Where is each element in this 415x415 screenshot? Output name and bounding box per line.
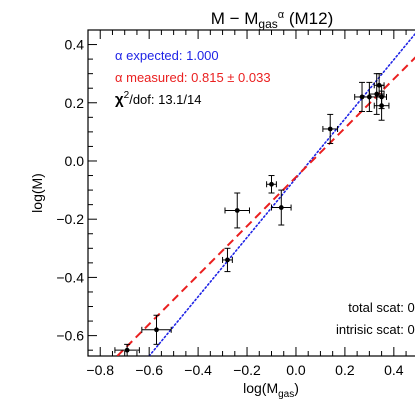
data-point-1 <box>141 314 172 345</box>
measured-fit-line <box>116 56 415 356</box>
x-tick-label: −0.4 <box>184 362 212 378</box>
chart-title: M − Mgasα (M12) <box>211 9 334 31</box>
data-point-4 <box>266 175 277 194</box>
point-marker <box>154 327 159 333</box>
expected-fit-line <box>148 32 415 356</box>
annotation-total-scat: total scat: 0.065 <box>348 300 415 315</box>
y-tick-label: 0.4 <box>65 37 85 53</box>
y-tick-label: 0.0 <box>65 153 85 169</box>
fit-lines <box>116 32 415 356</box>
data-point-2 <box>222 247 233 273</box>
y-tick-label: −0.4 <box>56 269 84 285</box>
x-tick-label: 0.4 <box>384 362 404 378</box>
annotation-intrinsic-scat: intrisic scat: 0.000 <box>336 322 415 337</box>
point-marker <box>234 208 240 213</box>
x-tick-label: −0.6 <box>135 362 163 378</box>
data-point-12 <box>376 84 387 110</box>
point-marker <box>327 126 333 132</box>
data-point-0 <box>114 343 140 356</box>
point-marker <box>379 94 384 100</box>
y-tick-label: −0.2 <box>56 211 84 227</box>
y-axis-ticks: −0.6 −0.4 −0.2 0.0 0.2 0.4 <box>56 29 97 351</box>
data-points <box>114 73 390 356</box>
x-tick-label: 0.0 <box>286 362 306 378</box>
point-marker <box>124 347 130 353</box>
annotation-expected: α expected: 1.000 <box>115 48 219 63</box>
y-axis-label: log(M) <box>29 173 45 213</box>
point-marker <box>269 181 274 187</box>
x-tick-label: −0.2 <box>233 362 261 378</box>
annotation-measured: α measured: 0.815 ± 0.033 <box>115 70 271 85</box>
point-marker <box>225 257 230 263</box>
y-tick-label: 0.2 <box>65 95 85 111</box>
x-axis-ticks: −0.8−0.6−0.4−0.20.00.20.40.6 <box>86 30 407 378</box>
x-tick-label: −0.8 <box>86 362 114 378</box>
data-point-6 <box>322 113 339 145</box>
annotation-chi2: χ2/dof: 13.1/14 <box>115 90 201 108</box>
x-tick-label: 0.2 <box>335 362 355 378</box>
x-axis-label: log(Mgas) <box>243 380 299 400</box>
y-tick-label: −0.6 <box>56 328 84 344</box>
point-marker <box>278 205 284 210</box>
data-point-5 <box>271 189 292 226</box>
data-point-3 <box>224 192 250 229</box>
